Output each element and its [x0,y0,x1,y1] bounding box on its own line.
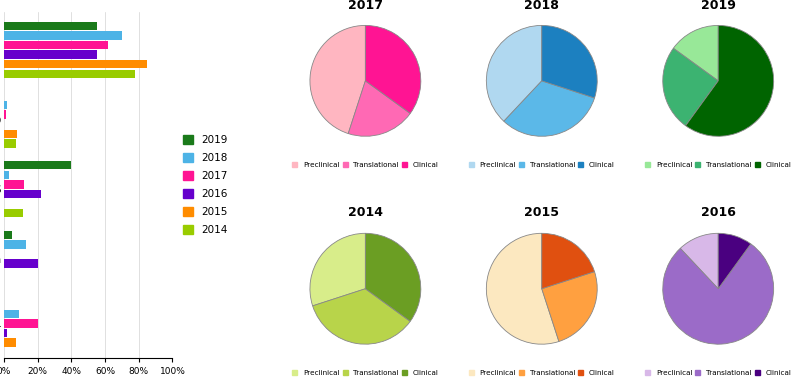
Wedge shape [680,233,718,289]
Bar [4,190,41,198]
Wedge shape [310,25,366,134]
Legend: Preclinical, Translational, Clinical: Preclinical, Translational, Clinical [469,162,615,168]
Title: 2014: 2014 [348,206,383,219]
Wedge shape [486,233,559,344]
Wedge shape [542,25,598,98]
Bar [4,139,16,148]
Title: 2018: 2018 [524,0,559,12]
Bar [4,60,147,69]
Bar [4,171,9,179]
Wedge shape [366,233,421,321]
Bar [4,50,97,59]
Legend: Preclinical, Translational, Clinical: Preclinical, Translational, Clinical [292,162,438,168]
Title: 2019: 2019 [701,0,736,12]
Wedge shape [310,233,366,306]
Wedge shape [313,289,410,344]
Wedge shape [662,244,774,344]
Bar [4,110,6,119]
Legend: Preclinical, Translational, Clinical: Preclinical, Translational, Clinical [469,370,615,376]
Wedge shape [542,272,598,341]
Bar [4,319,38,328]
Bar [4,130,18,138]
Bar [4,31,122,40]
Wedge shape [486,25,542,121]
Legend: Preclinical, Translational, Clinical: Preclinical, Translational, Clinical [645,370,791,376]
Bar [4,310,19,318]
Bar [4,101,7,109]
Bar [4,70,135,78]
Wedge shape [674,25,718,81]
Wedge shape [366,25,421,114]
Legend: Preclinical, Translational, Clinical: Preclinical, Translational, Clinical [292,370,438,376]
Wedge shape [542,233,594,289]
Bar [4,41,109,49]
Bar [4,259,38,268]
Legend: Preclinical, Translational, Clinical: Preclinical, Translational, Clinical [645,162,791,168]
Title: 2017: 2017 [348,0,383,12]
Wedge shape [662,48,718,126]
Title: 2016: 2016 [701,206,736,219]
Bar [4,338,16,347]
Wedge shape [504,81,594,136]
Bar [4,22,97,30]
Bar [4,180,24,189]
Wedge shape [718,233,750,289]
Wedge shape [686,25,774,136]
Bar [4,329,7,337]
Bar [4,209,22,217]
Wedge shape [348,81,410,136]
Bar [4,231,13,239]
Bar [4,161,71,169]
Legend: 2019, 2018, 2017, 2016, 2015, 2014: 2019, 2018, 2017, 2016, 2015, 2014 [182,135,228,235]
Bar [4,240,26,249]
Title: 2015: 2015 [524,206,559,219]
